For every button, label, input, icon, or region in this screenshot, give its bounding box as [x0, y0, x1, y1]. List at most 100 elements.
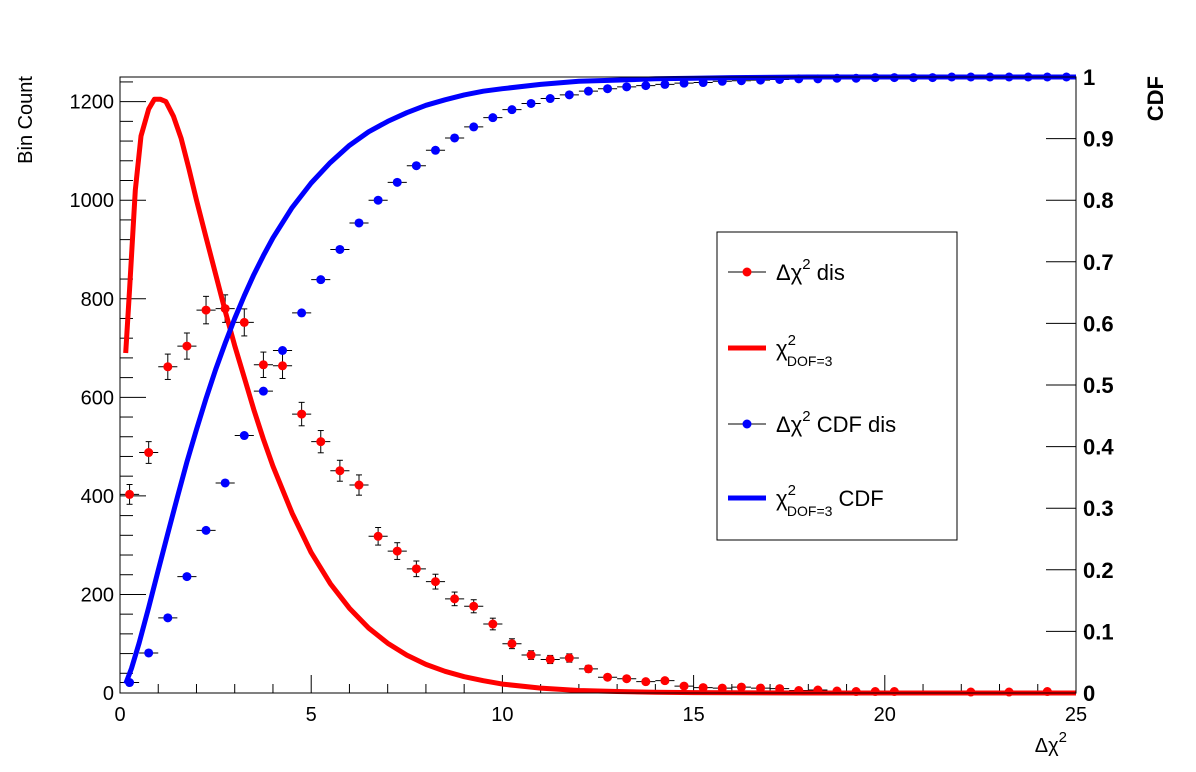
- data-point: [258, 386, 268, 396]
- data-point: [201, 525, 211, 535]
- y-tick-label: 400: [81, 486, 114, 508]
- data-point: [239, 431, 249, 441]
- data-point: [488, 113, 498, 123]
- data-point: [507, 639, 517, 649]
- x-tick-label: 10: [491, 704, 513, 726]
- data-point: [507, 105, 517, 115]
- x-tick-label: 0: [114, 704, 125, 726]
- y-right-tick-label: 0.2: [1083, 558, 1114, 583]
- y-tick-label: 1200: [70, 92, 115, 114]
- data-point: [239, 317, 249, 327]
- data-point: [488, 619, 498, 629]
- data-point: [411, 161, 421, 171]
- legend-label-sub: DOF=3: [787, 503, 833, 519]
- data-point: [182, 341, 192, 351]
- legend-box: [716, 231, 958, 541]
- data-point: [278, 361, 288, 371]
- data-point: [564, 653, 574, 663]
- data-point: [679, 78, 689, 88]
- data-point: [756, 683, 766, 693]
- data-point: [163, 362, 173, 372]
- data-point: [622, 674, 632, 684]
- series-line-ff0000: [123, 96, 1076, 696]
- data-point: [335, 466, 345, 476]
- data-point: [430, 145, 440, 155]
- data-point: [469, 601, 479, 611]
- series-line: [123, 74, 1076, 685]
- legend-label-sup: 2: [788, 482, 796, 499]
- legend-label: χ2 DOF=3: [776, 332, 833, 369]
- data-point: [564, 90, 574, 100]
- y-right-tick-label: 0.7: [1083, 250, 1114, 275]
- data-point: [297, 308, 307, 318]
- data-point: [392, 177, 402, 187]
- legend-item: Δχ2 CDF dis: [728, 408, 896, 437]
- y-axis-title: Bin Count: [15, 76, 37, 164]
- data-point: [125, 489, 135, 499]
- x-tick-label: 5: [306, 704, 317, 726]
- legend-label-main: χ: [776, 336, 788, 361]
- y-right-tick-label: 0.4: [1083, 435, 1114, 460]
- data-point: [258, 360, 268, 370]
- data-point: [278, 346, 288, 356]
- legend-label-sup: 2: [802, 408, 810, 425]
- legend-label: χ2 DOF=3 CDF: [776, 482, 884, 519]
- data-point: [583, 86, 593, 96]
- series-line: [123, 96, 1076, 696]
- data-point: [220, 478, 230, 488]
- data-point: [545, 94, 555, 104]
- data-point: [373, 531, 383, 541]
- data-point: [392, 546, 402, 556]
- data-point: [469, 122, 479, 132]
- y-tick-label: 200: [81, 584, 114, 606]
- legend-label-main: Δχ: [776, 260, 803, 285]
- data-point: [641, 677, 651, 687]
- legend-item: χ2 DOF=3 CDF: [728, 482, 884, 519]
- data-point: [335, 244, 345, 254]
- legend-marker: [742, 267, 752, 277]
- legend-item: Δχ2 dis: [728, 256, 845, 285]
- data-point: [144, 648, 154, 658]
- data-point: [411, 564, 421, 574]
- y-tick-label: 1000: [70, 190, 115, 212]
- series-line-0000ff: [123, 74, 1076, 685]
- data-point: [144, 448, 154, 458]
- legend-label: Δχ2 CDF dis: [776, 408, 896, 437]
- data-point: [641, 81, 651, 91]
- data-point: [316, 275, 326, 285]
- data-point: [450, 133, 460, 143]
- data-point: [373, 195, 383, 205]
- data-point: [622, 82, 632, 92]
- y-right-axis-title: CDF: [1143, 76, 1168, 121]
- legend-item: χ2 DOF=3: [728, 332, 833, 369]
- y-right-tick-label: 0.6: [1083, 311, 1114, 336]
- y-tick-label: 800: [81, 289, 114, 311]
- data-point: [316, 437, 326, 447]
- legend-label-sub: DOF=3: [787, 353, 833, 369]
- data-point: [698, 683, 708, 693]
- legend-label-suffix: CDF: [832, 486, 883, 511]
- data-point: [660, 676, 670, 686]
- data-point: [182, 572, 192, 582]
- legend-label: Δχ2 dis: [776, 256, 845, 285]
- legend-label-suffix: dis: [811, 260, 845, 285]
- x-axis-title: Δχ2: [1035, 729, 1067, 757]
- data-point: [679, 681, 689, 691]
- legend-label-sup: 2: [788, 332, 796, 349]
- series-layer: [120, 72, 1076, 697]
- y-tick-label: 0: [103, 683, 114, 705]
- data-point: [660, 79, 670, 89]
- y-right-tick-label: 0.9: [1083, 127, 1114, 152]
- data-point: [450, 594, 460, 604]
- legend-label-main: Δχ: [776, 412, 803, 437]
- y-tick-label: 600: [81, 387, 114, 409]
- data-point: [736, 682, 746, 692]
- data-point: [201, 305, 211, 315]
- data-point: [163, 613, 173, 623]
- y-right-tick-label: 0: [1083, 681, 1095, 706]
- y-right-tick-label: 0.3: [1083, 496, 1114, 521]
- legend-label-main: χ: [776, 486, 788, 511]
